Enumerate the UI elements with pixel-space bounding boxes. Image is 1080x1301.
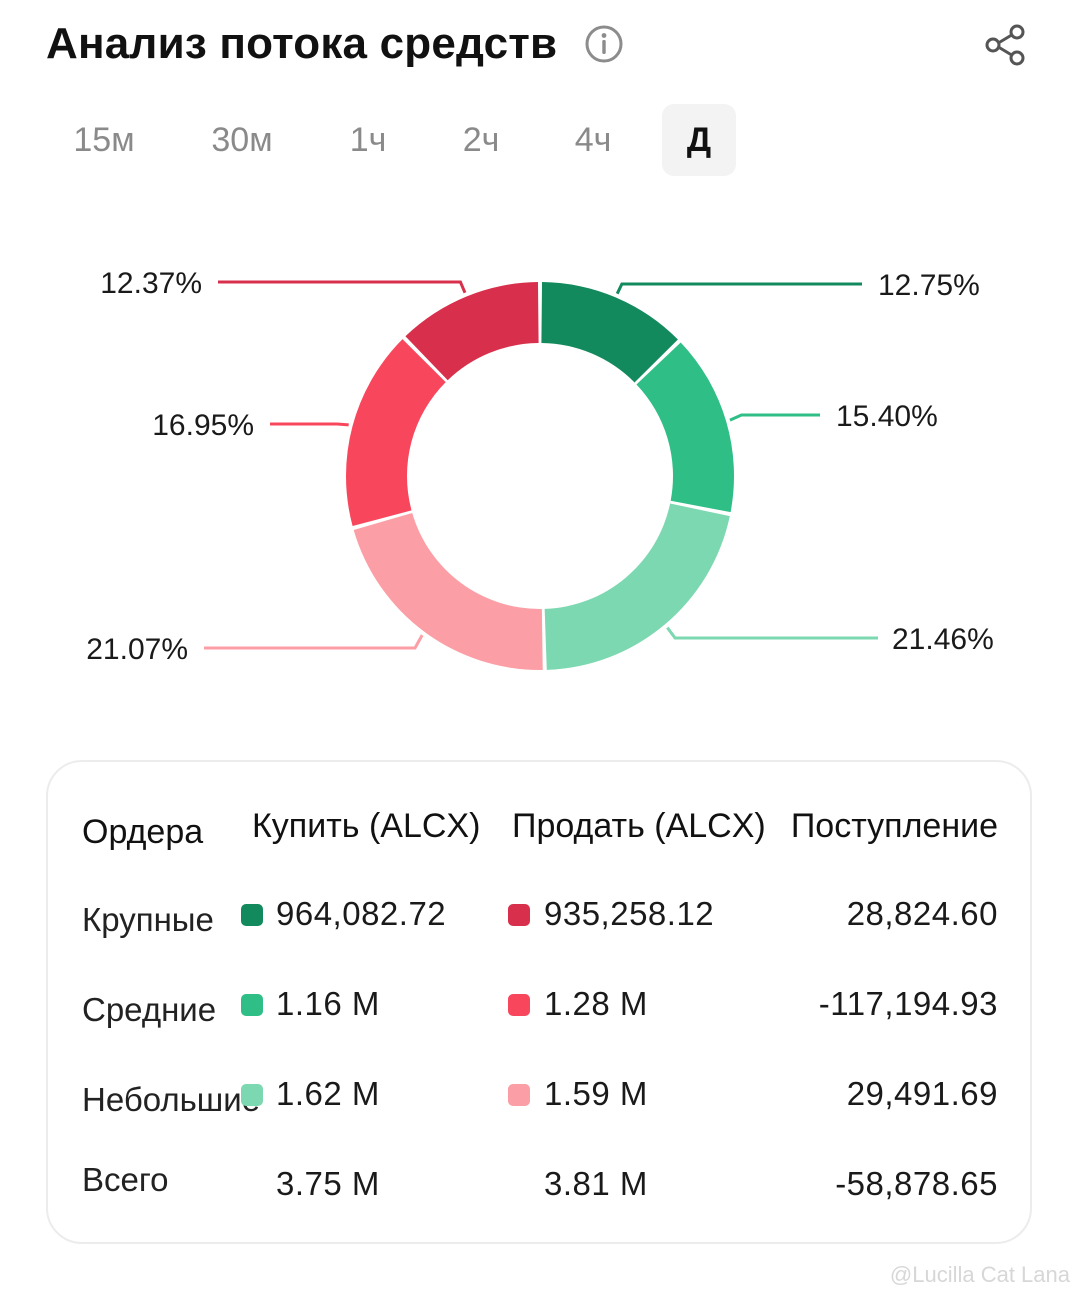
slice-label-5: 16.95% <box>152 409 254 442</box>
header-sell: Продать (ALCX) <box>512 807 766 845</box>
inflow-large-value: 28,824.60 <box>846 895 998 932</box>
tab-2h[interactable]: 2ч <box>462 121 500 159</box>
sell-small-swatch <box>508 1084 530 1106</box>
inflow-total-value: -58,878.65 <box>835 1165 998 1202</box>
buy-total-value: 3.75 M <box>276 1165 380 1202</box>
donut-svg: 12.75% 15.40% 21.46% 21.07% 16.95% 12.37% <box>86 267 994 670</box>
fund-flow-donut-chart: 12.75% 15.40% 21.46% 21.07% 16.95% 12.37% <box>0 220 1080 720</box>
donut-slice-2[interactable] <box>636 342 734 513</box>
leader-line-1 <box>615 282 862 295</box>
buy-small-value: 1.62 M <box>276 1075 380 1112</box>
tab-4h[interactable]: 4ч <box>574 121 612 159</box>
buy-small-swatch <box>241 1084 263 1106</box>
row-total-label: Всего <box>82 1161 169 1198</box>
leader-line-4 <box>204 634 424 650</box>
buy-large-value: 964,082.72 <box>276 895 447 932</box>
leader-line-6 <box>218 280 467 294</box>
tab-1h[interactable]: 1ч <box>349 121 387 159</box>
donut-slice-3[interactable] <box>544 503 730 670</box>
sell-medium-value: 1.28 M <box>544 985 648 1022</box>
leader-line-5 <box>270 422 349 427</box>
sell-medium-swatch <box>508 994 530 1016</box>
row-small-label: Небольшие <box>82 1081 261 1118</box>
sell-total-value: 3.81 M <box>544 1165 648 1202</box>
slice-label-4: 21.07% <box>86 633 188 666</box>
buy-large-swatch <box>241 904 263 926</box>
orders-table-card <box>46 760 1032 1244</box>
tab-day[interactable]: Д <box>662 104 736 176</box>
slice-label-1: 12.75% <box>878 269 980 302</box>
header: Анализ потока средств <box>46 14 1036 78</box>
buy-medium-swatch <box>241 994 263 1016</box>
page-title: Анализ потока средств <box>46 19 558 68</box>
inflow-small-value: 29,491.69 <box>846 1075 998 1112</box>
tab-15m[interactable]: 15м <box>73 121 135 159</box>
donut-slice-6[interactable] <box>405 282 539 381</box>
donut-slice-1[interactable] <box>541 282 678 383</box>
row-large-label: Крупные <box>82 901 214 938</box>
inflow-medium-value: -117,194.93 <box>818 985 998 1022</box>
buy-medium-value: 1.16 M <box>276 985 380 1022</box>
leader-line-3 <box>666 626 878 640</box>
sell-large-value: 935,258.12 <box>544 895 715 932</box>
sell-small-value: 1.59 M <box>544 1075 648 1112</box>
donut-slice-5[interactable] <box>345 339 446 527</box>
timeframe-tabs: 15м 30м 1ч 2ч 4ч Д <box>46 104 806 178</box>
share-icon[interactable] <box>982 22 1028 68</box>
header-inflow: Поступление <box>790 807 998 845</box>
slice-label-2: 15.40% <box>836 400 938 433</box>
header-buy: Купить (ALCX) <box>252 807 481 845</box>
watermark: @Lucilla Cat Lana <box>889 1262 1070 1287</box>
header-orders: Ордера <box>82 813 204 851</box>
sell-large-swatch <box>508 904 530 926</box>
donut-slice-4[interactable] <box>353 512 543 670</box>
tab-30m[interactable]: 30м <box>211 121 273 159</box>
leader-line-2 <box>729 413 820 422</box>
slice-label-6: 12.37% <box>100 267 202 300</box>
row-medium-label: Средние <box>82 991 217 1028</box>
slice-label-3: 21.46% <box>892 623 994 656</box>
info-icon[interactable] <box>584 24 624 64</box>
